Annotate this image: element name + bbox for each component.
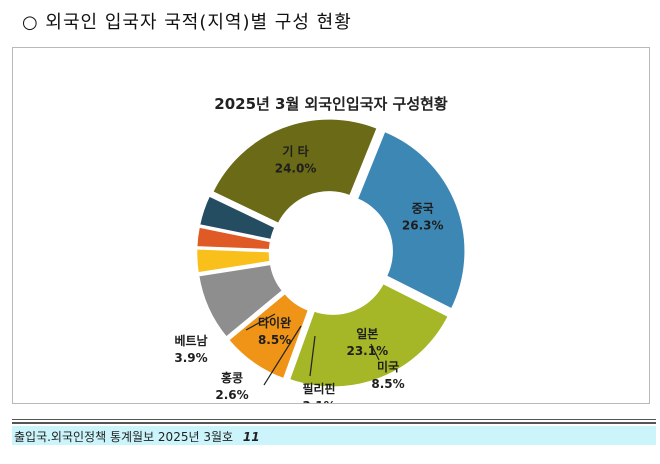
- data-label-value: 2.6%: [215, 388, 248, 402]
- chart-frame: 2025년 3월 외국인입국자 구성현황 중국 26.3% 일본 23.1% 타이완 8.…: [12, 47, 650, 404]
- data-label-category: 중국: [412, 201, 434, 215]
- slice-미국: [196, 262, 286, 340]
- slice-베트남: [197, 193, 278, 242]
- data-label-value: 8.5%: [258, 333, 291, 347]
- footer-bar: 출입국.외국인정책 통계월보 2025년 3월호 11: [12, 426, 656, 445]
- slice-일본: [287, 281, 451, 389]
- footer-page-number: 11: [242, 430, 260, 444]
- data-label-category: 타이완: [258, 315, 291, 330]
- data-label-category: 베트남: [174, 333, 207, 348]
- data-label-category: 일본: [356, 327, 378, 341]
- chart-title: 2025년 3월 외국인입국자 구성현황: [214, 95, 448, 113]
- page-heading: ○ 외국인 입국자 국적(지역)별 구성 현황: [22, 12, 352, 33]
- footer-source: 출입국.외국인정책 통계월보 2025년 3월호: [14, 430, 234, 444]
- leader-line: [263, 325, 302, 386]
- footer-rule-top: [12, 419, 656, 420]
- data-label-value: 26.3%: [402, 218, 444, 232]
- data-label-value: 3.1%: [302, 399, 335, 403]
- footer-text: 출입국.외국인정책 통계월보 2025년 3월호 11: [14, 428, 260, 445]
- data-label-value: 8.5%: [371, 377, 404, 391]
- data-label-value: 23.1%: [346, 344, 388, 358]
- data-label-value: 24.0%: [275, 162, 317, 176]
- data-label-category: 미국: [377, 359, 399, 374]
- footer-rule-bottom: [12, 422, 656, 424]
- slice-타이완: [226, 290, 311, 381]
- leader-line: [245, 313, 276, 331]
- slice-중국: [355, 129, 467, 312]
- data-label-category: 홍콩: [221, 370, 243, 385]
- data-label-category: 필리핀: [302, 381, 335, 396]
- data-label-category: 기 타: [282, 144, 308, 159]
- leader-line: [309, 335, 316, 377]
- data-label-value: 3.9%: [174, 351, 207, 365]
- slice-기타: [210, 117, 380, 226]
- leader-line: [370, 343, 380, 361]
- donut-chart: 중국 26.3% 일본 23.1% 타이완 8.5% 미국 8.5% 필리핀 3.1% 홍콩 2.6%…: [174, 117, 467, 403]
